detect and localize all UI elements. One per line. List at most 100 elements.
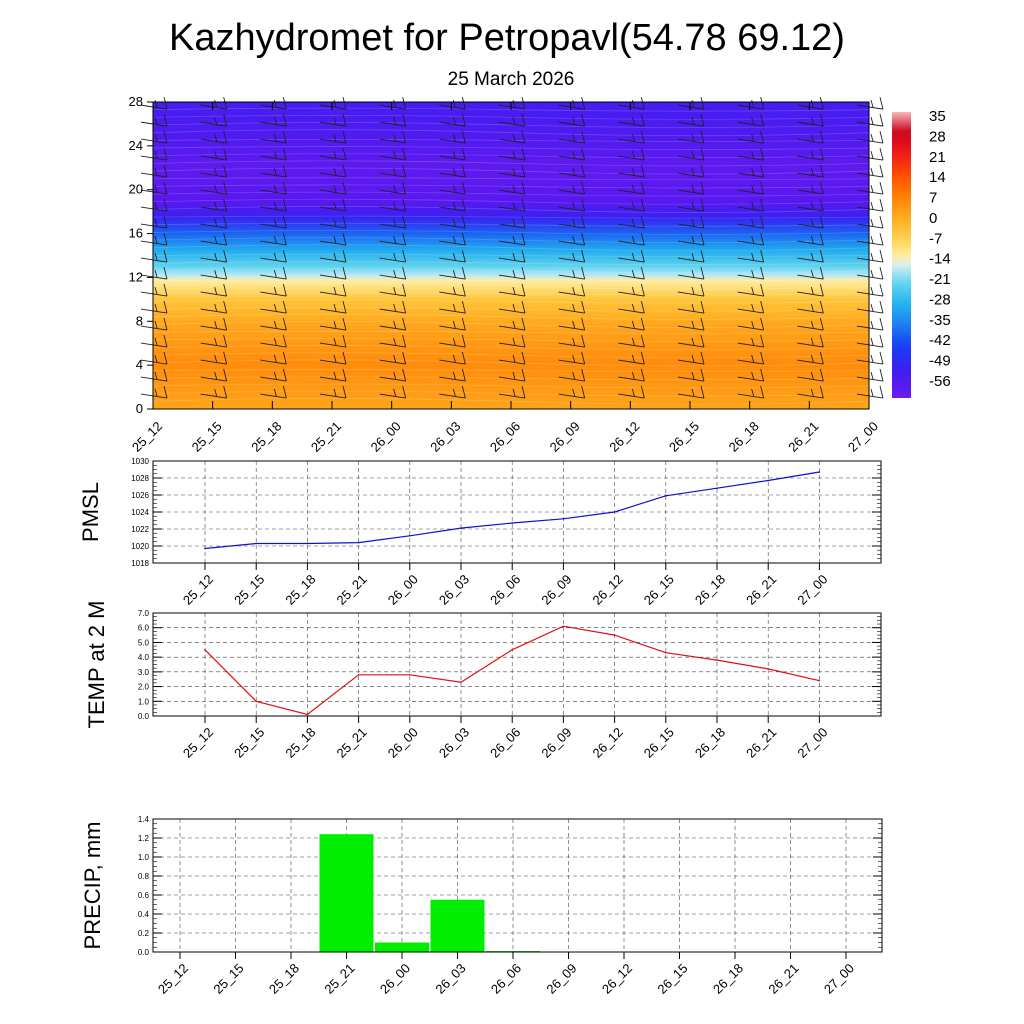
wind-barb bbox=[677, 232, 705, 246]
x-tick-label: 26_21 bbox=[765, 961, 801, 997]
wind-barb bbox=[498, 131, 526, 144]
wind-barb bbox=[498, 351, 526, 365]
y-tick-label: 4.0 bbox=[138, 653, 150, 662]
x-tick-label: 26_12 bbox=[590, 572, 626, 608]
x-tick-label: 25_18 bbox=[282, 572, 318, 608]
wind-barb bbox=[558, 334, 586, 348]
colorbar-label: 28 bbox=[929, 128, 946, 145]
wind-barb bbox=[797, 215, 824, 229]
wind-barb bbox=[618, 97, 645, 110]
wind-barb bbox=[260, 97, 287, 110]
x-tick-label: 25_21 bbox=[334, 572, 370, 608]
data-point bbox=[511, 648, 513, 651]
y-tick-label: 1020 bbox=[131, 542, 149, 551]
x-tick-label: 26_21 bbox=[785, 419, 821, 455]
wind-barb bbox=[737, 249, 765, 263]
contour-line bbox=[152, 107, 870, 112]
x-tick-label: 26_21 bbox=[743, 572, 779, 608]
wind-barb bbox=[200, 300, 228, 314]
precip-bar bbox=[430, 899, 485, 952]
wind-barb bbox=[140, 164, 168, 178]
wind-barb bbox=[558, 249, 586, 263]
wind-barb bbox=[797, 198, 824, 212]
wind-barb bbox=[677, 317, 705, 331]
pmsl-chart: 1018 1020 1022 1024 1026 1028 1030 25_12 25_15 25… bbox=[78, 457, 882, 608]
contour-line bbox=[152, 376, 870, 381]
x-tick-label: 26_03 bbox=[432, 961, 468, 997]
wind-barb bbox=[140, 317, 168, 331]
wind-barb bbox=[200, 164, 228, 178]
y-tick-label: 1.0 bbox=[138, 697, 150, 706]
x-tick-label: 26_03 bbox=[436, 725, 472, 761]
contour-line bbox=[152, 129, 870, 137]
contour-line bbox=[152, 244, 870, 252]
wind-barb bbox=[797, 249, 824, 263]
wind-barb bbox=[260, 368, 287, 382]
colorbar-label: -35 bbox=[929, 312, 951, 329]
x-tick-label: 26_06 bbox=[487, 572, 523, 608]
wind-barb bbox=[737, 148, 765, 161]
contour-line bbox=[152, 282, 870, 290]
y-axis-label: PRECIP, mm bbox=[80, 822, 105, 950]
wind-barb bbox=[498, 232, 526, 246]
wind-barb bbox=[140, 215, 168, 229]
y-tick-label: 28 bbox=[129, 94, 143, 109]
colorbar-scale bbox=[892, 112, 911, 398]
wind-barb bbox=[618, 164, 645, 178]
contour-line bbox=[152, 306, 870, 312]
page-subtitle: 25 March 2026 bbox=[448, 69, 575, 90]
contour-line bbox=[152, 160, 870, 167]
contour-line bbox=[152, 222, 870, 227]
x-tick-label: 25_18 bbox=[266, 961, 302, 997]
wind-barb bbox=[558, 266, 586, 280]
wind-barb bbox=[677, 215, 705, 229]
y-tick-label: 0 bbox=[136, 401, 143, 416]
y-tick-label: 0.6 bbox=[138, 891, 150, 900]
wind-barb bbox=[677, 131, 705, 144]
wind-barb bbox=[797, 334, 824, 348]
wind-barb bbox=[439, 114, 466, 127]
data-point bbox=[767, 668, 769, 670]
wind-barb bbox=[379, 334, 407, 348]
x-tick-label: 26_09 bbox=[538, 572, 574, 608]
colorbar-label: -21 bbox=[929, 271, 951, 288]
y-tick-label: 20 bbox=[129, 182, 143, 197]
wind-barb bbox=[439, 131, 466, 144]
wind-barb bbox=[260, 300, 287, 314]
x-tick-label: 25_21 bbox=[321, 961, 357, 997]
wind-barb bbox=[737, 334, 765, 348]
wind-barb bbox=[200, 181, 228, 195]
data-point bbox=[716, 487, 718, 490]
data-point bbox=[613, 634, 616, 636]
wind-barb bbox=[260, 317, 287, 331]
x-tick-label: 25_15 bbox=[210, 961, 246, 997]
x-tick-label: 25_18 bbox=[248, 419, 284, 455]
wind-barb bbox=[856, 300, 884, 314]
wind-barb bbox=[260, 351, 287, 365]
wind-barb bbox=[498, 368, 526, 382]
page-title: Kazhydromet for Petropavl(54.78 69.12) bbox=[169, 17, 845, 59]
x-tick-label: 26_03 bbox=[427, 419, 463, 455]
wind-barb bbox=[319, 181, 347, 195]
wind-barb bbox=[498, 198, 526, 212]
wind-barb bbox=[200, 215, 228, 229]
data-point bbox=[255, 700, 257, 703]
wind-barb bbox=[856, 317, 884, 331]
wind-barb bbox=[737, 385, 765, 399]
wind-barb bbox=[140, 97, 168, 110]
y-tick-label: 1.0 bbox=[138, 853, 150, 862]
y-tick-label: 24 bbox=[129, 138, 143, 153]
data-point bbox=[357, 674, 360, 676]
wind-barb bbox=[737, 300, 765, 314]
wind-barb bbox=[618, 181, 645, 195]
y-tick-label: 1024 bbox=[131, 508, 149, 517]
wind-barb bbox=[558, 114, 586, 127]
wind-barb bbox=[856, 114, 884, 127]
wind-barb bbox=[200, 368, 228, 382]
data-point bbox=[767, 479, 769, 482]
x-tick-label: 26_12 bbox=[606, 419, 642, 455]
x-tick-label: 26_18 bbox=[692, 572, 728, 608]
wind-barb bbox=[379, 232, 407, 246]
wind-barb bbox=[498, 114, 526, 127]
y-tick-label: 8 bbox=[136, 313, 143, 328]
